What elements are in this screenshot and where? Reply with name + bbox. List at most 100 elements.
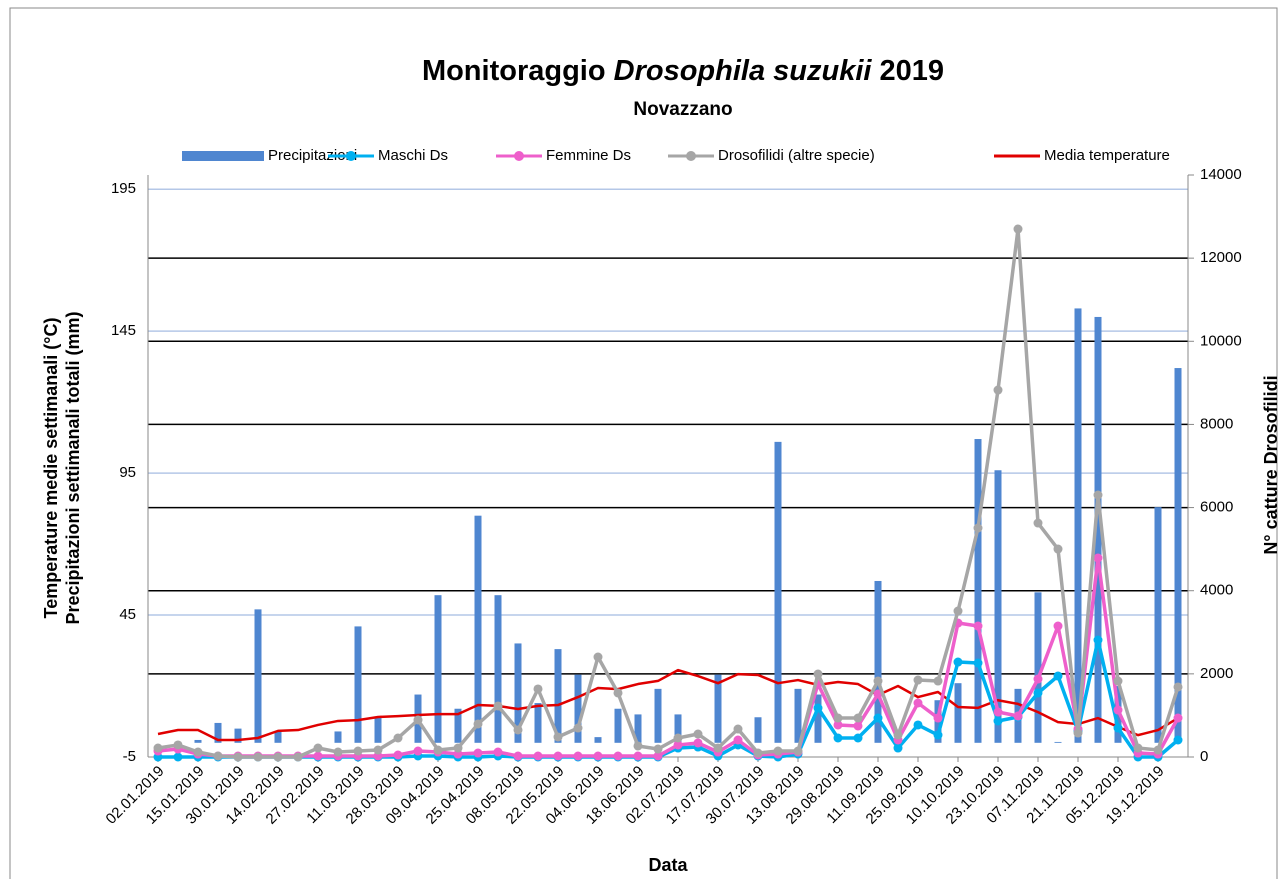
point	[973, 621, 983, 631]
bar	[434, 595, 442, 743]
bar	[234, 728, 242, 743]
point	[1093, 635, 1103, 645]
y2-tick-label: 0	[1200, 748, 1208, 765]
point	[673, 733, 683, 743]
bar	[514, 643, 522, 743]
bar	[714, 674, 722, 743]
legend-label: Precipitazioni	[268, 147, 357, 164]
bar	[794, 688, 802, 743]
bar	[774, 441, 782, 743]
point	[513, 751, 523, 761]
point	[373, 745, 383, 755]
point	[713, 743, 723, 753]
bar	[974, 439, 982, 743]
line	[157, 227, 1180, 759]
bar	[494, 595, 502, 743]
bar	[1054, 741, 1062, 743]
point	[1093, 490, 1103, 500]
point	[313, 751, 323, 761]
point	[673, 740, 683, 750]
point	[833, 720, 843, 730]
point	[933, 730, 943, 740]
bar	[554, 649, 562, 743]
bar	[474, 515, 482, 743]
point	[1053, 621, 1063, 631]
point	[473, 748, 483, 758]
point	[933, 676, 943, 686]
legend-marker	[686, 151, 696, 161]
legend-label: Drosofilidi (altre specie)	[718, 147, 875, 164]
bar	[374, 717, 382, 743]
point	[733, 735, 743, 745]
point	[573, 723, 583, 733]
y2-tick-label: 8000	[1200, 415, 1233, 432]
point	[1053, 544, 1063, 554]
point	[973, 658, 983, 668]
bar	[594, 737, 602, 743]
point	[573, 751, 583, 761]
point	[733, 724, 743, 734]
point	[993, 716, 1003, 726]
point	[553, 751, 563, 761]
point	[173, 740, 183, 750]
y-tick-label: -5	[123, 748, 136, 765]
point	[873, 676, 883, 686]
point	[953, 606, 963, 616]
point	[293, 752, 303, 762]
bar	[574, 674, 582, 743]
point	[493, 701, 503, 711]
point	[1033, 688, 1043, 698]
line	[157, 668, 1179, 742]
point	[593, 652, 603, 662]
point	[973, 523, 983, 533]
point	[1113, 705, 1123, 715]
point	[813, 669, 823, 679]
point	[1173, 735, 1183, 745]
point	[1113, 723, 1123, 733]
legend-marker	[346, 151, 356, 161]
bar	[754, 717, 762, 743]
point	[533, 751, 543, 761]
point	[173, 752, 183, 762]
point	[353, 746, 363, 756]
point	[413, 715, 423, 725]
point	[993, 707, 1003, 717]
point	[633, 751, 643, 761]
y2-tick-label: 4000	[1200, 582, 1233, 599]
point	[913, 675, 923, 685]
bar	[354, 626, 362, 743]
point	[1013, 711, 1023, 721]
bar	[214, 722, 222, 743]
chart-title: Monitoraggio Drosophila suzukii 2019	[422, 55, 944, 87]
point	[993, 385, 1003, 395]
point	[1173, 682, 1183, 692]
point	[393, 750, 403, 760]
point	[833, 713, 843, 723]
bar	[954, 683, 962, 743]
point	[893, 730, 903, 740]
bar	[454, 708, 462, 743]
bar	[1094, 316, 1102, 743]
point	[153, 743, 163, 753]
point	[513, 725, 523, 735]
y2-axis-title: N° catture Drosofilidi	[1261, 375, 1281, 554]
bar	[274, 731, 282, 743]
point	[413, 746, 423, 756]
point	[873, 713, 883, 723]
point	[833, 733, 843, 743]
point	[1153, 745, 1163, 755]
y-tick-label: 145	[111, 322, 136, 339]
point	[393, 733, 403, 743]
point	[853, 713, 863, 723]
bar	[674, 714, 682, 743]
y-tick-label: 45	[119, 606, 136, 623]
point	[433, 745, 443, 755]
point	[653, 751, 663, 761]
point	[473, 719, 483, 729]
point	[613, 751, 623, 761]
point	[853, 733, 863, 743]
bar	[814, 694, 822, 743]
y2-tick-label: 14000	[1200, 166, 1242, 183]
bar	[874, 580, 882, 743]
